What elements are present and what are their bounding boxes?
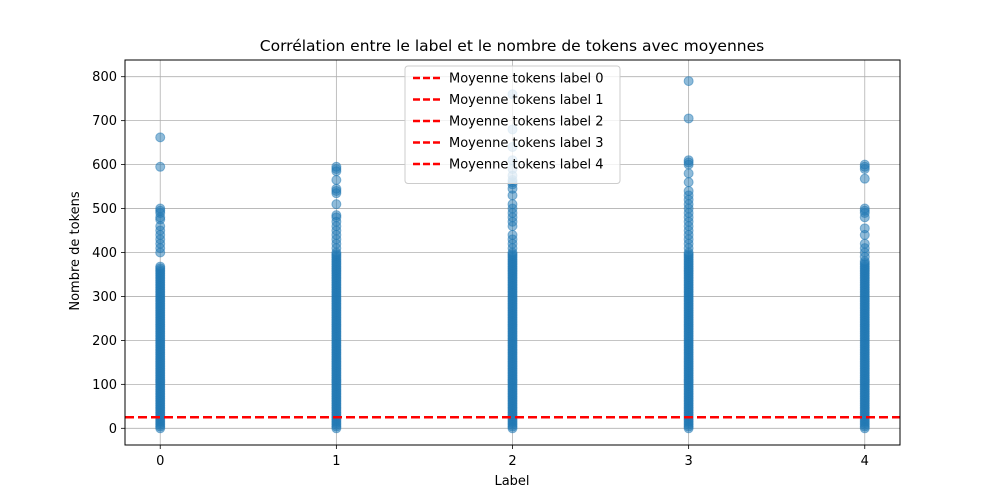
x-axis-ticks: 0 1 2 3 4 [156, 445, 869, 469]
scatter-point [683, 76, 694, 87]
x-tick-label: 1 [332, 454, 340, 469]
legend: Moyenne tokens label 0 Moyenne tokens lab… [404, 65, 621, 184]
legend-label: Moyenne tokens label 2 [449, 115, 604, 130]
x-axis-label: Label [494, 474, 529, 489]
scatter-point [155, 203, 166, 214]
scatter-point [331, 183, 342, 194]
y-axis-ticks: 0 100 200 300 400 500 600 700 800 [92, 70, 125, 437]
scatter-point [683, 185, 694, 196]
y-tick-label: 0 [109, 422, 117, 437]
scatter-point [683, 177, 694, 188]
y-tick-label: 200 [92, 334, 117, 349]
x-tick-label: 0 [156, 454, 164, 469]
chart-title: Corrélation entre le label et le nombre … [260, 37, 764, 55]
y-tick-label: 100 [92, 378, 117, 393]
scatter-point [507, 199, 518, 210]
legend-box [404, 65, 621, 184]
scatter-point [155, 261, 166, 272]
x-tick-label: 2 [508, 454, 516, 469]
scatter-point [683, 168, 694, 179]
y-tick-label: 300 [92, 290, 117, 305]
scatter-point [155, 161, 166, 172]
scatter-point [155, 132, 166, 143]
x-tick-label: 4 [861, 454, 869, 469]
scatter-points [155, 76, 870, 434]
y-tick-label: 600 [92, 158, 117, 173]
scatter-point [859, 173, 870, 184]
x-tick-label: 3 [684, 454, 692, 469]
scatter-point [683, 113, 694, 124]
scatter-point [859, 159, 870, 170]
legend-label: Moyenne tokens label 4 [449, 158, 604, 173]
scatter-point [507, 229, 518, 240]
legend-label: Moyenne tokens label 1 [449, 93, 604, 108]
legend-label: Moyenne tokens label 0 [449, 72, 604, 87]
legend-label: Moyenne tokens label 3 [449, 136, 604, 151]
y-tick-label: 700 [92, 114, 117, 129]
scatter-point [859, 238, 870, 249]
y-tick-label: 800 [92, 70, 117, 85]
scatter-point [331, 210, 342, 221]
scatter-point [331, 174, 342, 185]
y-axis-label: Nombre de tokens [68, 191, 83, 311]
scatter-point [331, 199, 342, 210]
scatter-point [683, 155, 694, 166]
y-tick-label: 400 [92, 246, 117, 261]
scatter-point [331, 161, 342, 172]
y-tick-label: 500 [92, 202, 117, 217]
scatter-point [859, 203, 870, 214]
scatter-point [859, 223, 870, 234]
